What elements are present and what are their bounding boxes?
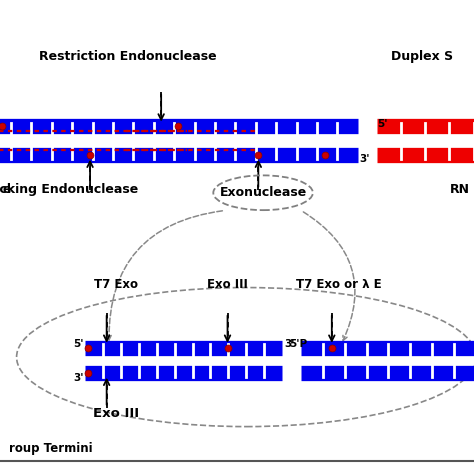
Text: 3': 3' — [73, 373, 84, 383]
Text: Restriction Endonuclease: Restriction Endonuclease — [39, 50, 217, 63]
Text: roup Termini: roup Termini — [9, 442, 93, 455]
Text: 5': 5' — [73, 339, 84, 349]
Text: 5'P: 5'P — [289, 339, 307, 349]
Text: 3': 3' — [284, 339, 294, 349]
FancyArrowPatch shape — [303, 212, 355, 340]
Text: T7 Exo: T7 Exo — [94, 278, 138, 291]
Text: 5': 5' — [377, 119, 388, 129]
Text: T7 Exo or λ E: T7 Exo or λ E — [296, 278, 382, 291]
Text: Exo III: Exo III — [93, 407, 139, 420]
Text: Exonuclease: Exonuclease — [219, 186, 307, 199]
Text: e: e — [2, 183, 11, 196]
Text: 3': 3' — [359, 154, 370, 164]
Text: Exo III: Exo III — [207, 278, 248, 291]
Text: Nicking Endonuclease: Nicking Endonuclease — [0, 183, 138, 196]
FancyArrowPatch shape — [107, 211, 222, 340]
Text: RN: RN — [450, 183, 470, 196]
Text: Duplex S: Duplex S — [391, 50, 453, 63]
